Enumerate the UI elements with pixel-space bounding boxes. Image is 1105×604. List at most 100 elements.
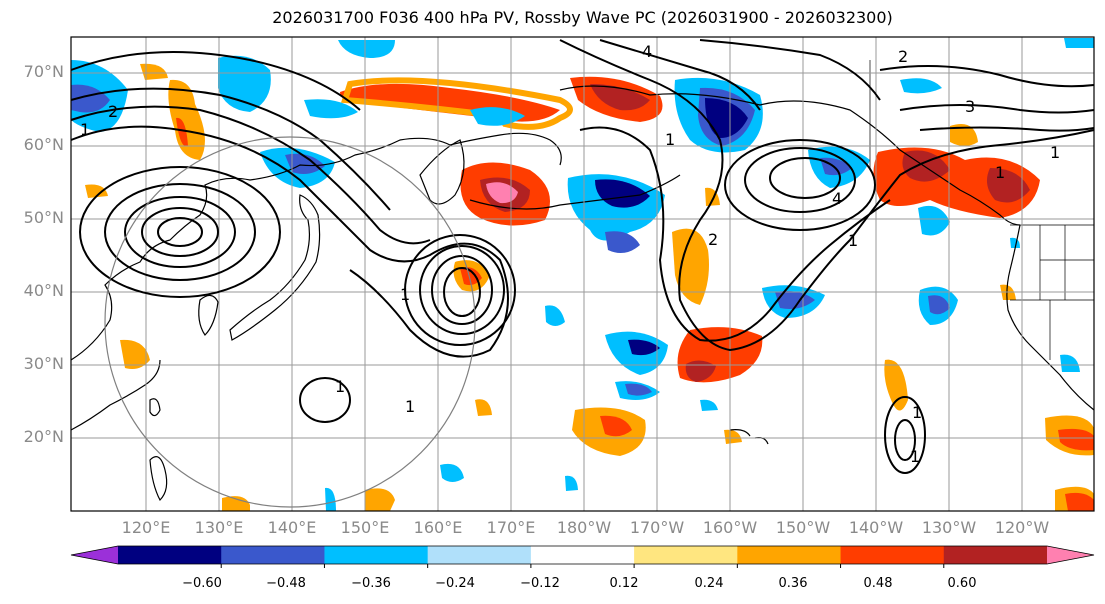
contour-label: 1 bbox=[405, 397, 415, 416]
colorbar-tick-label: −0.60 bbox=[182, 576, 222, 591]
colorbar-tick-label: 0.24 bbox=[694, 576, 724, 591]
pv-contour bbox=[769, 157, 841, 199]
reference-circle bbox=[104, 136, 476, 508]
anomaly-negative bbox=[700, 399, 718, 411]
pv-contour bbox=[919, 126, 1095, 132]
lat-label: 40°N bbox=[23, 281, 64, 300]
pv-contour bbox=[404, 234, 516, 346]
contour-label: 2 bbox=[898, 47, 908, 66]
border-states bbox=[1010, 225, 1094, 360]
colorbar-segment bbox=[324, 546, 429, 564]
anomaly-negative bbox=[565, 475, 578, 491]
coastline-alaska bbox=[559, 85, 1021, 226]
pv-contour bbox=[299, 377, 351, 423]
anomaly-positive bbox=[222, 496, 250, 511]
anomaly-positive bbox=[1058, 428, 1094, 451]
coastline-asia bbox=[70, 132, 562, 361]
map-title: 2026031700 F036 400 hPa PV, Rossby Wave … bbox=[272, 8, 893, 27]
anomaly-positive bbox=[986, 168, 1030, 203]
anomaly-negative bbox=[325, 487, 336, 511]
anomaly-negative bbox=[775, 291, 815, 309]
pv-contour bbox=[79, 166, 281, 298]
lat-label: 20°N bbox=[23, 427, 64, 446]
coastline-north-america bbox=[1006, 224, 1095, 411]
anomaly-positive bbox=[1065, 492, 1094, 511]
anomaly-positive bbox=[460, 267, 482, 286]
pv-contour bbox=[104, 183, 256, 281]
pv-contour bbox=[579, 126, 891, 342]
colorbar bbox=[70, 545, 1095, 568]
anomaly-negative bbox=[71, 84, 110, 113]
pv-contour bbox=[419, 245, 505, 335]
lon-label: 170°E bbox=[486, 518, 536, 537]
colorbar-segment bbox=[530, 546, 635, 564]
lat-label: 70°N bbox=[23, 62, 64, 81]
pv-contour bbox=[70, 125, 509, 358]
colorbar-extend-high bbox=[1047, 546, 1094, 564]
anomaly-positive bbox=[168, 79, 205, 160]
pv-contour bbox=[70, 87, 391, 211]
pv-contour bbox=[157, 217, 203, 247]
colorbar-tick-label: 0.48 bbox=[863, 576, 893, 591]
anomaly-negative bbox=[338, 40, 395, 58]
contour-label: 4 bbox=[832, 189, 842, 208]
contour-label: 1 bbox=[80, 120, 90, 139]
anomaly-positive bbox=[475, 399, 492, 416]
pv-contour bbox=[899, 104, 1095, 114]
contour-label: 4 bbox=[642, 42, 652, 61]
lon-label: 160°E bbox=[413, 518, 463, 537]
anomaly-negative bbox=[440, 463, 464, 482]
contour-label: 2 bbox=[108, 102, 118, 121]
colorbar-segment bbox=[427, 546, 532, 564]
anomaly-positive bbox=[341, 77, 573, 130]
anomaly-positive bbox=[176, 117, 188, 147]
anomaly-positive bbox=[85, 184, 108, 198]
contour-label: 1 bbox=[1050, 143, 1060, 162]
anomaly-positive bbox=[600, 415, 632, 437]
lat-label: 30°N bbox=[23, 354, 64, 373]
colorbar-segment bbox=[840, 546, 945, 564]
anomaly-positive bbox=[724, 429, 742, 444]
contour-label: 1 bbox=[848, 231, 858, 250]
anomaly-negative bbox=[595, 179, 650, 208]
map-frame bbox=[70, 36, 1095, 512]
pv-anomaly-shading bbox=[71, 38, 1094, 511]
pv-contour bbox=[70, 105, 431, 245]
colorbar-tick-label: −0.36 bbox=[351, 576, 391, 591]
contour-label: 1 bbox=[400, 285, 410, 304]
gridlines bbox=[71, 37, 1094, 511]
contour-labels: 2 1 4 1 2 2 3 1 4 1 1 1 1 1 1 1 bbox=[80, 42, 1060, 466]
lon-label: 130°E bbox=[194, 518, 244, 537]
colorbar-tick-label: −0.48 bbox=[266, 576, 306, 591]
anomaly-negative bbox=[625, 383, 652, 396]
lat-label: 50°N bbox=[23, 208, 64, 227]
anomaly-negative bbox=[928, 295, 950, 315]
lat-label: 60°N bbox=[23, 135, 64, 154]
lon-label: 120°E bbox=[121, 518, 171, 537]
lon-label: 140°W bbox=[848, 518, 904, 537]
pv-contours bbox=[70, 39, 1095, 474]
coastline-taiwan bbox=[149, 398, 161, 417]
contour-label: 1 bbox=[335, 377, 345, 396]
pv-contour bbox=[443, 267, 481, 317]
lon-label: 160°W bbox=[702, 518, 758, 537]
pv-contour bbox=[699, 39, 881, 101]
coastline-china-south bbox=[70, 359, 161, 431]
borders bbox=[869, 60, 1094, 360]
anomaly-negative bbox=[1064, 38, 1094, 48]
anomaly-negative bbox=[545, 305, 565, 326]
contour-label: 2 bbox=[708, 230, 718, 249]
anomaly-negative bbox=[1010, 237, 1020, 248]
anomaly-positive bbox=[140, 63, 168, 80]
pv-contour bbox=[744, 147, 856, 213]
coastline-korea bbox=[198, 294, 219, 336]
pv-contour bbox=[724, 139, 876, 231]
anomaly-positive bbox=[590, 84, 650, 111]
colorbar-segment bbox=[943, 546, 1048, 564]
contour-label: 1 bbox=[665, 130, 675, 149]
pv-contour bbox=[894, 419, 916, 461]
colorbar-outline bbox=[70, 545, 1095, 565]
anomaly-negative bbox=[1060, 354, 1080, 372]
colorbar-tick-label: 0.12 bbox=[609, 576, 639, 591]
